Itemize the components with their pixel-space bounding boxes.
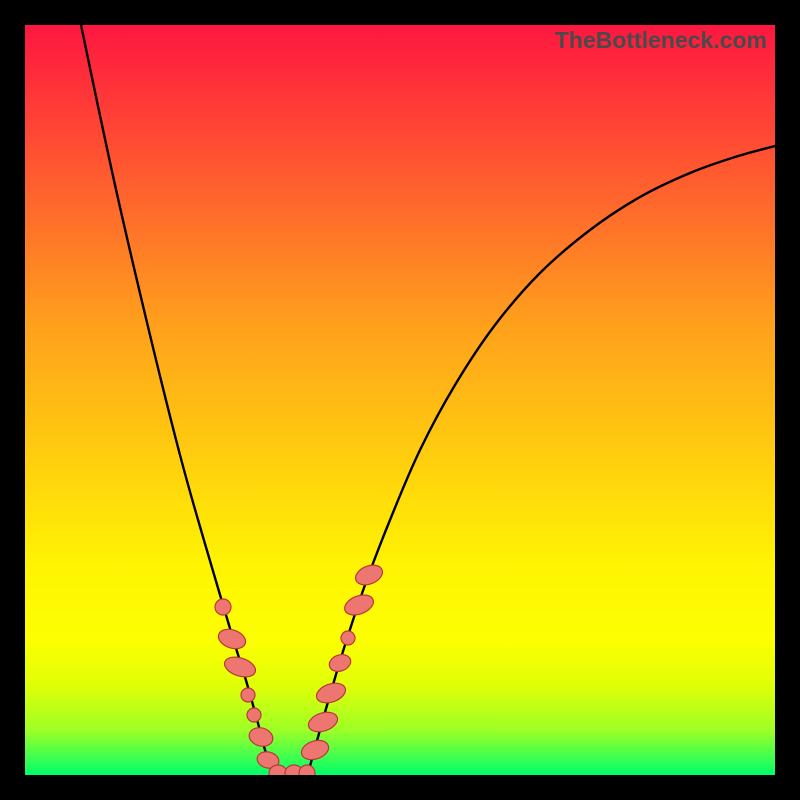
plot-area: TheBottleneck.com [25, 25, 775, 775]
bead-marker [353, 561, 386, 588]
bottleneck-curve [25, 25, 775, 775]
bead-marker [216, 626, 248, 652]
bead-marker [299, 765, 315, 775]
bead-marker [341, 631, 355, 645]
bead-marker [241, 688, 255, 702]
bead-marker [215, 599, 231, 615]
bead-marker [327, 652, 353, 675]
bead-marker [247, 708, 261, 722]
bead-marker [247, 725, 275, 749]
bead-marker [314, 680, 348, 707]
bead-marker [306, 709, 340, 735]
chart-frame: TheBottleneck.com [0, 0, 800, 800]
curve-segment [308, 146, 775, 773]
bead-marker [299, 737, 331, 763]
bead-marker [342, 591, 376, 619]
bead-marker [222, 653, 258, 680]
